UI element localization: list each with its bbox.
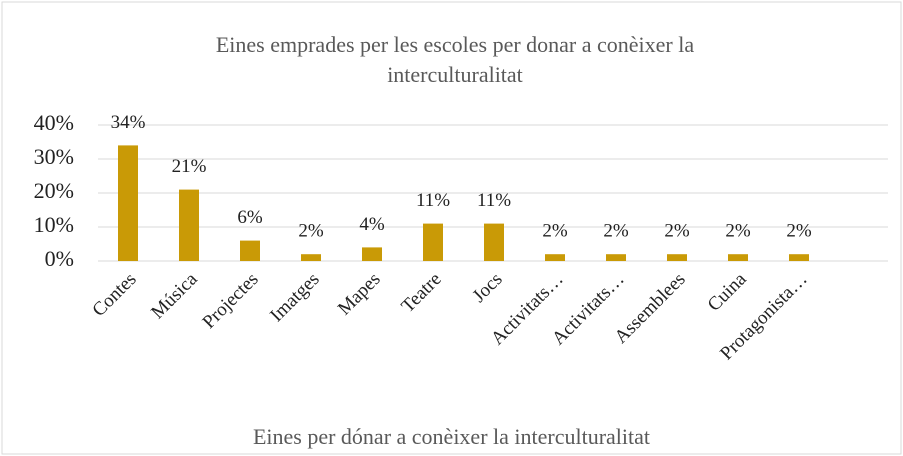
bar (301, 254, 321, 261)
bar (484, 223, 504, 261)
data-label: 11% (477, 190, 511, 211)
y-tick-label: 40% (34, 110, 74, 135)
data-label: 6% (237, 207, 263, 228)
y-tick-label: 30% (34, 144, 74, 169)
bar (362, 247, 382, 261)
y-tick-label: 20% (34, 178, 74, 203)
bar (118, 145, 138, 261)
data-label: 2% (664, 221, 690, 242)
bar (789, 254, 809, 261)
data-label: 2% (725, 221, 751, 242)
x-axis-label: Eines per dónar a conèixer la intercultu… (252, 424, 651, 449)
bar (179, 189, 199, 261)
data-label: 34% (111, 112, 146, 133)
bar (728, 254, 748, 261)
y-tick-label: 0% (45, 246, 74, 271)
bar (606, 254, 626, 261)
data-label: 2% (603, 221, 629, 242)
data-label: 21% (172, 156, 207, 177)
bar (240, 240, 260, 261)
data-label: 2% (542, 221, 568, 242)
y-tick-label: 10% (34, 212, 74, 237)
data-label: 11% (416, 190, 450, 211)
data-label: 2% (298, 221, 324, 242)
bar (545, 254, 565, 261)
data-label: 4% (359, 214, 385, 235)
bar (667, 254, 687, 261)
chart-title: Eines emprades per les escoles per donar… (215, 32, 695, 87)
bar (423, 223, 443, 261)
data-label: 2% (786, 221, 812, 242)
